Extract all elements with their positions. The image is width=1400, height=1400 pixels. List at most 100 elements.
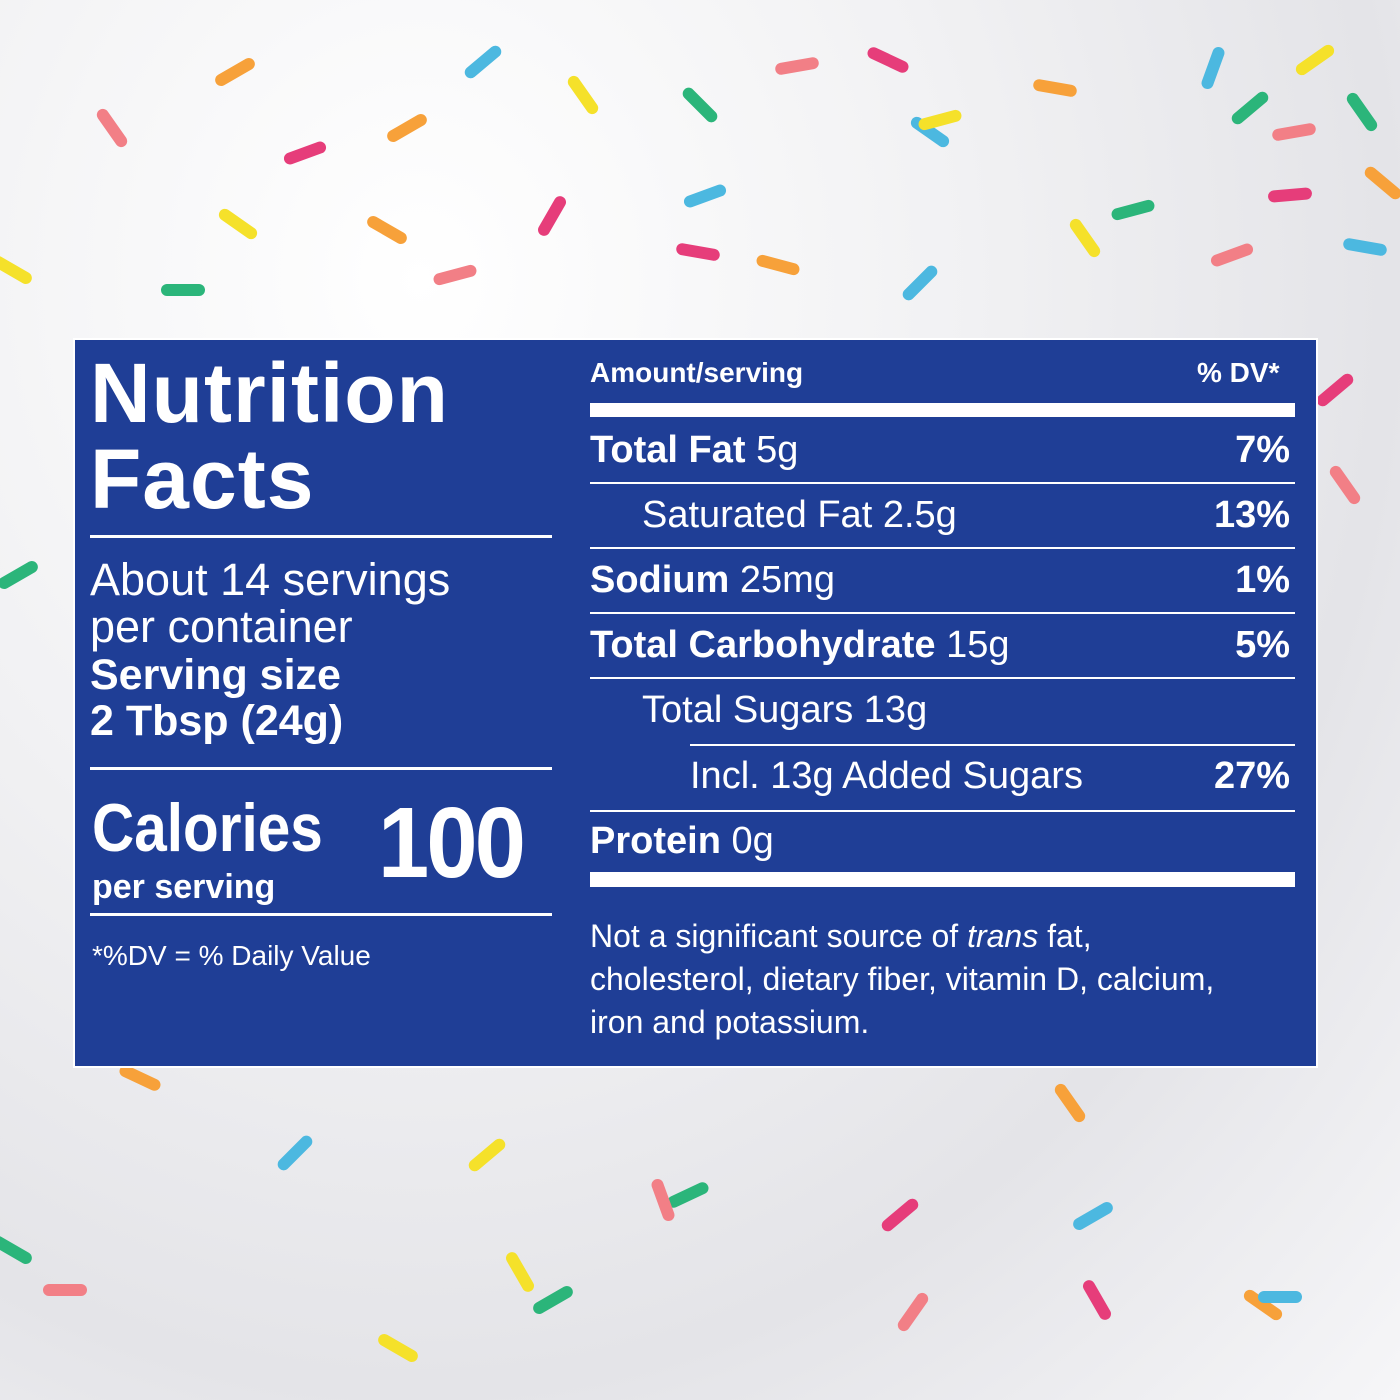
nutrient-name: Incl. 13g Added Sugars bbox=[690, 755, 1083, 797]
sprinkle bbox=[1364, 166, 1400, 200]
thick-divider bbox=[590, 872, 1295, 887]
nutrient-row-saturated-fat: Saturated Fat 2.5g 13% bbox=[590, 495, 1290, 535]
sprinkle bbox=[96, 108, 128, 148]
nutrient-amount: 0g bbox=[731, 820, 774, 862]
nutrient-dv: 13% bbox=[1213, 494, 1290, 536]
sprinkle bbox=[538, 196, 566, 236]
divider bbox=[590, 482, 1295, 484]
nutrition-facts-panel: Nutrition Facts About 14 servings per co… bbox=[73, 338, 1318, 1068]
sprinkle bbox=[1272, 123, 1316, 141]
sprinkle bbox=[1073, 1202, 1113, 1230]
nutrient-dv: 27% bbox=[1213, 755, 1290, 797]
nutrient-dv: 5% bbox=[1235, 624, 1290, 666]
servings-per-container-2: per container bbox=[90, 601, 353, 652]
sprinkle bbox=[1231, 91, 1269, 125]
sprinkle bbox=[867, 47, 909, 73]
sprinkle bbox=[897, 1292, 929, 1332]
divider bbox=[690, 744, 1295, 746]
sprinkle bbox=[1201, 46, 1225, 90]
sprinkle bbox=[277, 1135, 313, 1171]
sprinkle bbox=[0, 561, 38, 589]
nutrient-amount: 5g bbox=[756, 429, 799, 471]
calories-value: 100 bbox=[378, 787, 526, 899]
note-text: cholesterol, dietary fiber, vitamin D, c… bbox=[590, 961, 1215, 997]
nutrient-name: Total Carbohydrate bbox=[590, 624, 936, 666]
sprinkle bbox=[756, 254, 800, 276]
sprinkle bbox=[0, 256, 32, 284]
sprinkle bbox=[367, 216, 407, 244]
sprinkle bbox=[387, 114, 427, 142]
nutrient-name: Saturated Fat bbox=[642, 494, 873, 536]
sprinkle bbox=[683, 184, 727, 208]
sprinkle bbox=[1316, 373, 1354, 407]
divider bbox=[590, 810, 1295, 812]
servings-per-container: About 14 servings bbox=[90, 554, 451, 605]
nutrient-row-total-fat: Total Fat 5g 7% bbox=[590, 430, 1290, 470]
sprinkle bbox=[506, 1252, 534, 1292]
sprinkle bbox=[651, 1178, 675, 1222]
title-facts: Facts bbox=[90, 432, 315, 526]
sprinkle bbox=[468, 1138, 506, 1172]
sprinkle bbox=[881, 1198, 919, 1232]
nutrient-name: Sodium bbox=[590, 559, 730, 601]
nutrient-row-sodium: Sodium 25mg 1% bbox=[590, 560, 1290, 600]
calories-label: Calories bbox=[92, 790, 323, 866]
sprinkle bbox=[1111, 199, 1155, 221]
serving-size-value: 2 Tbsp (24g) bbox=[90, 697, 344, 745]
sprinkle bbox=[902, 265, 938, 301]
title-nutrition: Nutrition bbox=[90, 346, 449, 440]
note-text: iron and potassium. bbox=[590, 1004, 870, 1040]
nutrient-dv: 7% bbox=[1235, 429, 1290, 471]
sprinkle bbox=[1346, 92, 1378, 132]
nutrient-row-total-sugars: Total Sugars 13g bbox=[590, 690, 1290, 730]
sprinkle bbox=[119, 1065, 161, 1091]
sprinkle bbox=[43, 1284, 87, 1296]
sprinkle bbox=[1210, 243, 1254, 267]
calories-per-serving: per serving bbox=[92, 868, 276, 906]
sprinkle bbox=[567, 75, 599, 115]
sprinkle bbox=[1069, 218, 1101, 258]
thick-divider bbox=[590, 403, 1295, 417]
nutrient-amount: 13g bbox=[863, 689, 928, 731]
nutrient-dv: 1% bbox=[1235, 559, 1290, 601]
dv-footnote: *%DV = % Daily Value bbox=[92, 940, 371, 971]
not-significant-source-note: Not a significant source of trans fat, c… bbox=[590, 915, 1300, 1044]
nutrient-amount: 15g bbox=[946, 624, 1010, 666]
sprinkle bbox=[378, 1334, 418, 1362]
divider bbox=[590, 547, 1295, 549]
sprinkle bbox=[1243, 1289, 1283, 1321]
sprinkle bbox=[218, 208, 258, 240]
sprinkle bbox=[161, 284, 205, 296]
sprinkle bbox=[283, 141, 327, 165]
sprinkle bbox=[775, 57, 819, 75]
sprinkle bbox=[0, 1236, 32, 1264]
note-text: fat, bbox=[1038, 918, 1092, 954]
divider bbox=[90, 535, 552, 538]
sprinkle bbox=[1258, 1291, 1302, 1303]
nutrient-name: Total Sugars bbox=[642, 689, 854, 731]
nutrient-amount: 2.5g bbox=[882, 494, 957, 536]
divider bbox=[90, 913, 552, 916]
divider bbox=[90, 767, 552, 770]
sprinkle bbox=[918, 109, 962, 131]
sprinkle bbox=[676, 243, 720, 261]
divider bbox=[590, 677, 1295, 679]
sprinkle bbox=[682, 87, 718, 123]
header-dv: % DV* bbox=[1197, 357, 1280, 388]
sprinkle bbox=[533, 1286, 573, 1314]
sprinkle bbox=[215, 58, 255, 86]
nutrient-row-total-carbohydrate: Total Carbohydrate 15g 5% bbox=[590, 625, 1290, 665]
sprinkle bbox=[1268, 187, 1312, 203]
sprinkle bbox=[1329, 465, 1361, 505]
sprinkle bbox=[667, 1182, 709, 1208]
nutrient-row-added-sugars: Incl. 13g Added Sugars 27% bbox=[590, 756, 1290, 796]
sprinkle bbox=[1054, 1083, 1086, 1123]
sprinkle bbox=[1033, 79, 1077, 97]
sprinkle bbox=[1083, 1280, 1111, 1320]
sprinkle bbox=[464, 45, 502, 79]
sprinkle bbox=[1343, 238, 1387, 256]
nutrient-row-protein: Protein 0g bbox=[590, 821, 1290, 861]
nutrient-amount: 25mg bbox=[739, 559, 835, 601]
serving-size-label: Serving size bbox=[90, 651, 341, 699]
